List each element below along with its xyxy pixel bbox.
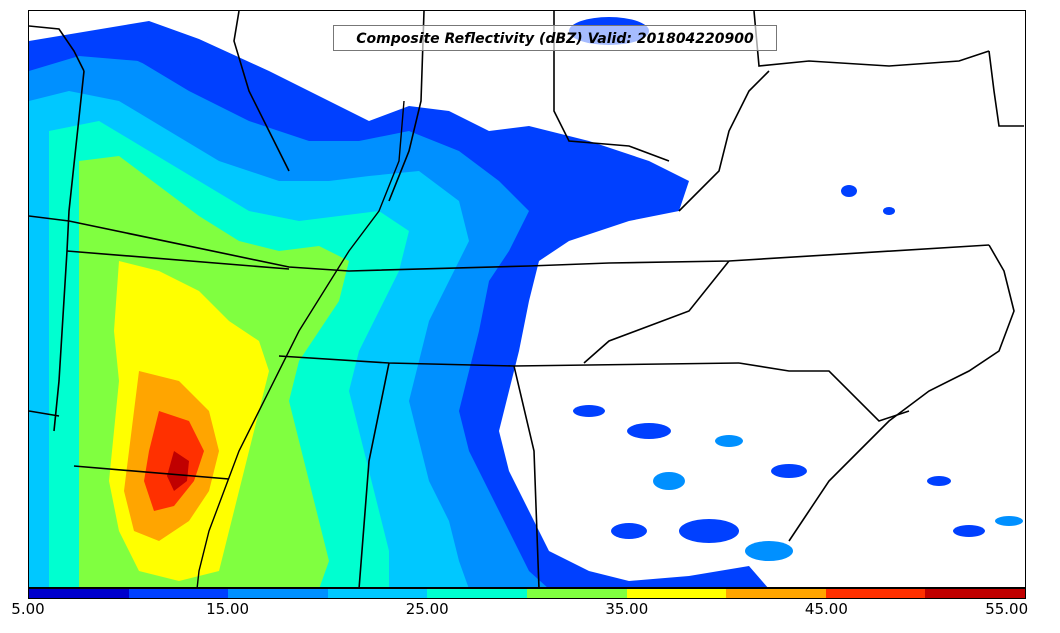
colorbar-segment xyxy=(228,589,328,598)
colorbar-tick-label: 45.00 xyxy=(804,600,848,618)
colorbar-tick-label: 25.00 xyxy=(405,600,449,618)
reflectivity-map xyxy=(29,11,1024,587)
map-title: Composite Reflectivity (dBZ) Valid: 2018… xyxy=(333,25,777,51)
map-frame: Composite Reflectivity (dBZ) Valid: 2018… xyxy=(28,10,1026,588)
colorbar-segment xyxy=(626,589,727,598)
river xyxy=(196,100,405,587)
colorbar-segment xyxy=(726,589,826,598)
colorbar-segment xyxy=(526,589,627,598)
colorbar-tick-label: 55.00 xyxy=(985,600,1029,618)
colorbar xyxy=(28,588,1026,599)
colorbar-segment xyxy=(29,589,129,598)
state-boundaries xyxy=(29,11,1024,587)
colorbar-tick-label: 5.00 xyxy=(11,600,45,618)
coastline xyxy=(788,244,1015,542)
colorbar-segment xyxy=(825,589,926,598)
colorbar-tick-label: 35.00 xyxy=(605,600,649,618)
precip-region-darkred xyxy=(167,451,189,491)
colorbar-segment xyxy=(327,589,428,598)
colorbar-segment xyxy=(925,589,1025,598)
colorbar-tick-label: 15.00 xyxy=(206,600,250,618)
colorbar-segment xyxy=(128,589,229,598)
colorbar-segment xyxy=(427,589,527,598)
